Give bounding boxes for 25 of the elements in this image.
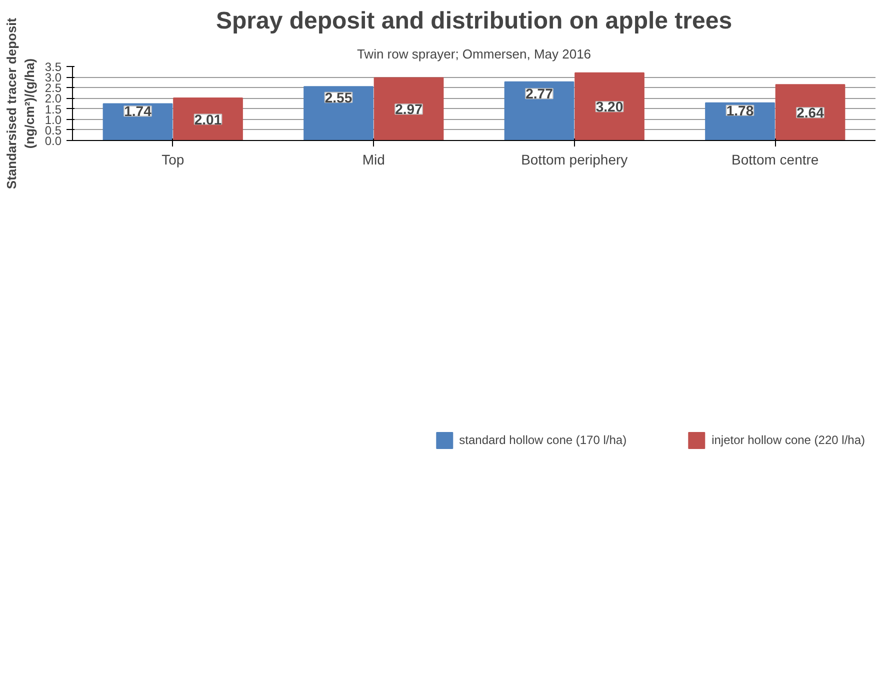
data-label: 2.55: [324, 89, 352, 106]
chart-subtitle: Twin row sprayer; Ommersen, May 2016: [356, 46, 592, 62]
data-label: 3.20: [596, 98, 624, 115]
bar: [374, 77, 444, 140]
bar: [705, 102, 775, 140]
bar: [504, 81, 574, 140]
data-label: 2.01: [194, 111, 222, 128]
bar: [574, 72, 644, 140]
legend-label: injetor hollow cone (220 l/ha): [712, 433, 865, 447]
data-label: 2.77: [526, 86, 554, 102]
data-label: 2.64: [796, 104, 824, 121]
x-tick-label: Mid: [362, 152, 385, 168]
bar: [102, 103, 173, 140]
x-tick-label: Bottom periphery: [521, 152, 628, 168]
data-label: 1.74: [124, 103, 152, 120]
legend-label: standard hollow cone (170 l/ha): [459, 433, 627, 447]
chart-title: Spray deposit and distribution on apple trees: [216, 8, 732, 34]
data-label: 2.97: [395, 101, 423, 118]
y-axis-title: Standarsised tracer deposit (ng/cm²)/(g/ha): [4, 17, 37, 190]
bar: [173, 98, 243, 140]
x-tick-label: Top: [162, 152, 184, 168]
data-label: 1.78: [726, 102, 754, 118]
bar: [775, 84, 846, 140]
x-tick-label: Bottom centre: [732, 152, 819, 168]
bar: [304, 86, 374, 140]
